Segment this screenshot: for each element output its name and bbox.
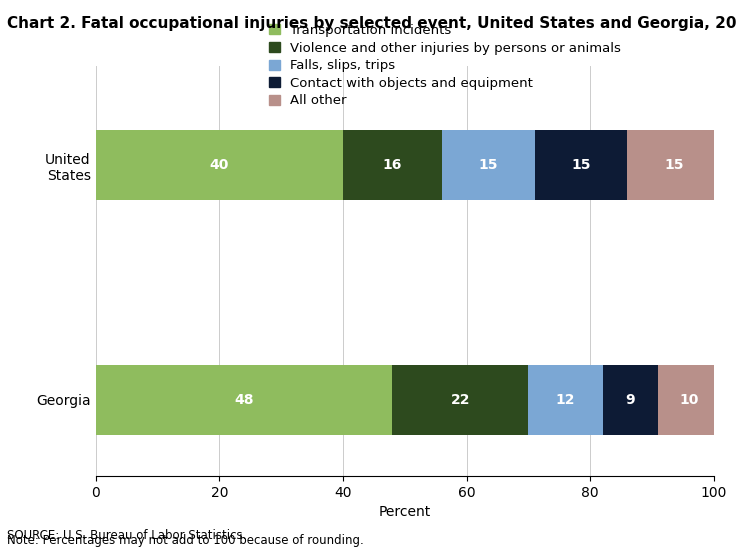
Bar	[627, 130, 720, 200]
Text: 40: 40	[210, 158, 229, 172]
Text: 22: 22	[450, 393, 470, 407]
Bar	[442, 130, 534, 200]
Text: 15: 15	[478, 158, 498, 172]
Bar	[96, 364, 392, 435]
Text: 9: 9	[626, 393, 635, 407]
Legend: Transportation incidents, Violence and other injuries by persons or animals, Fal: Transportation incidents, Violence and o…	[269, 24, 621, 107]
Text: 10: 10	[679, 393, 699, 407]
Bar	[603, 364, 658, 435]
Bar	[528, 364, 603, 435]
Text: 12: 12	[556, 393, 576, 407]
Text: Chart 2. Fatal occupational injuries by selected event, United States and Georgi: Chart 2. Fatal occupational injuries by …	[7, 16, 736, 31]
Bar	[392, 364, 528, 435]
Text: 48: 48	[234, 393, 254, 407]
Bar	[658, 364, 720, 435]
Bar	[534, 130, 627, 200]
X-axis label: Percent: Percent	[379, 505, 431, 519]
Text: 16: 16	[383, 158, 402, 172]
Text: 15: 15	[664, 158, 684, 172]
Text: 15: 15	[571, 158, 591, 172]
Text: SOURCE: U.S. Bureau of Labor Statistics.: SOURCE: U.S. Bureau of Labor Statistics.	[7, 528, 247, 542]
Bar	[96, 130, 343, 200]
Bar	[343, 130, 442, 200]
Text: Note: Percentages may not add to 100 because of rounding.: Note: Percentages may not add to 100 bec…	[7, 534, 364, 547]
